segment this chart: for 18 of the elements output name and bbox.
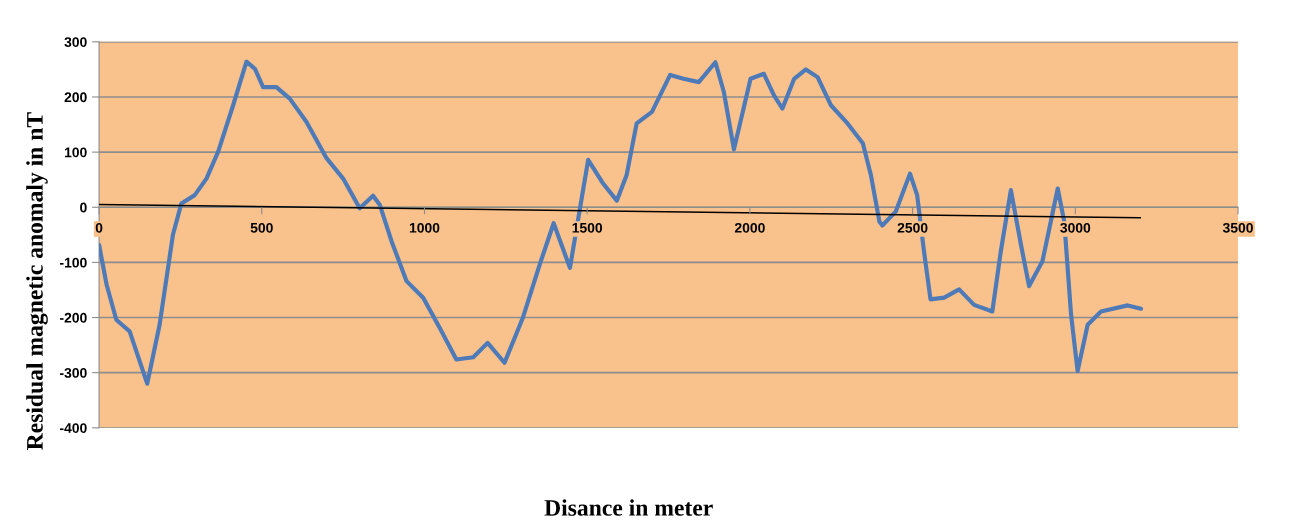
y-tick-label: -100 xyxy=(60,257,87,268)
y-tick-label: 0 xyxy=(80,202,87,213)
y-tick-label: 100 xyxy=(64,147,87,158)
x-tick-label: 3500 xyxy=(1222,222,1253,233)
y-tick-label: 300 xyxy=(64,37,87,48)
y-tick-label: -400 xyxy=(60,423,87,433)
x-tick-label: 2500 xyxy=(897,222,928,233)
y-tick-label: -300 xyxy=(60,368,87,378)
x-tick-label: 3000 xyxy=(1060,222,1091,233)
x-tick-label: 2000 xyxy=(734,222,765,233)
x-tick-label: 500 xyxy=(250,222,273,233)
y-axis-title: Residual magnetic anomaly in nT xyxy=(26,112,48,450)
y-tick-label: -200 xyxy=(60,312,87,323)
x-tick-label: 1000 xyxy=(409,222,440,233)
x-tick-label: 1500 xyxy=(572,222,603,233)
x-axis-title: Disance in meter xyxy=(544,499,713,516)
x-tick-label: 0 xyxy=(95,222,103,233)
y-tick-label: 200 xyxy=(64,92,87,103)
